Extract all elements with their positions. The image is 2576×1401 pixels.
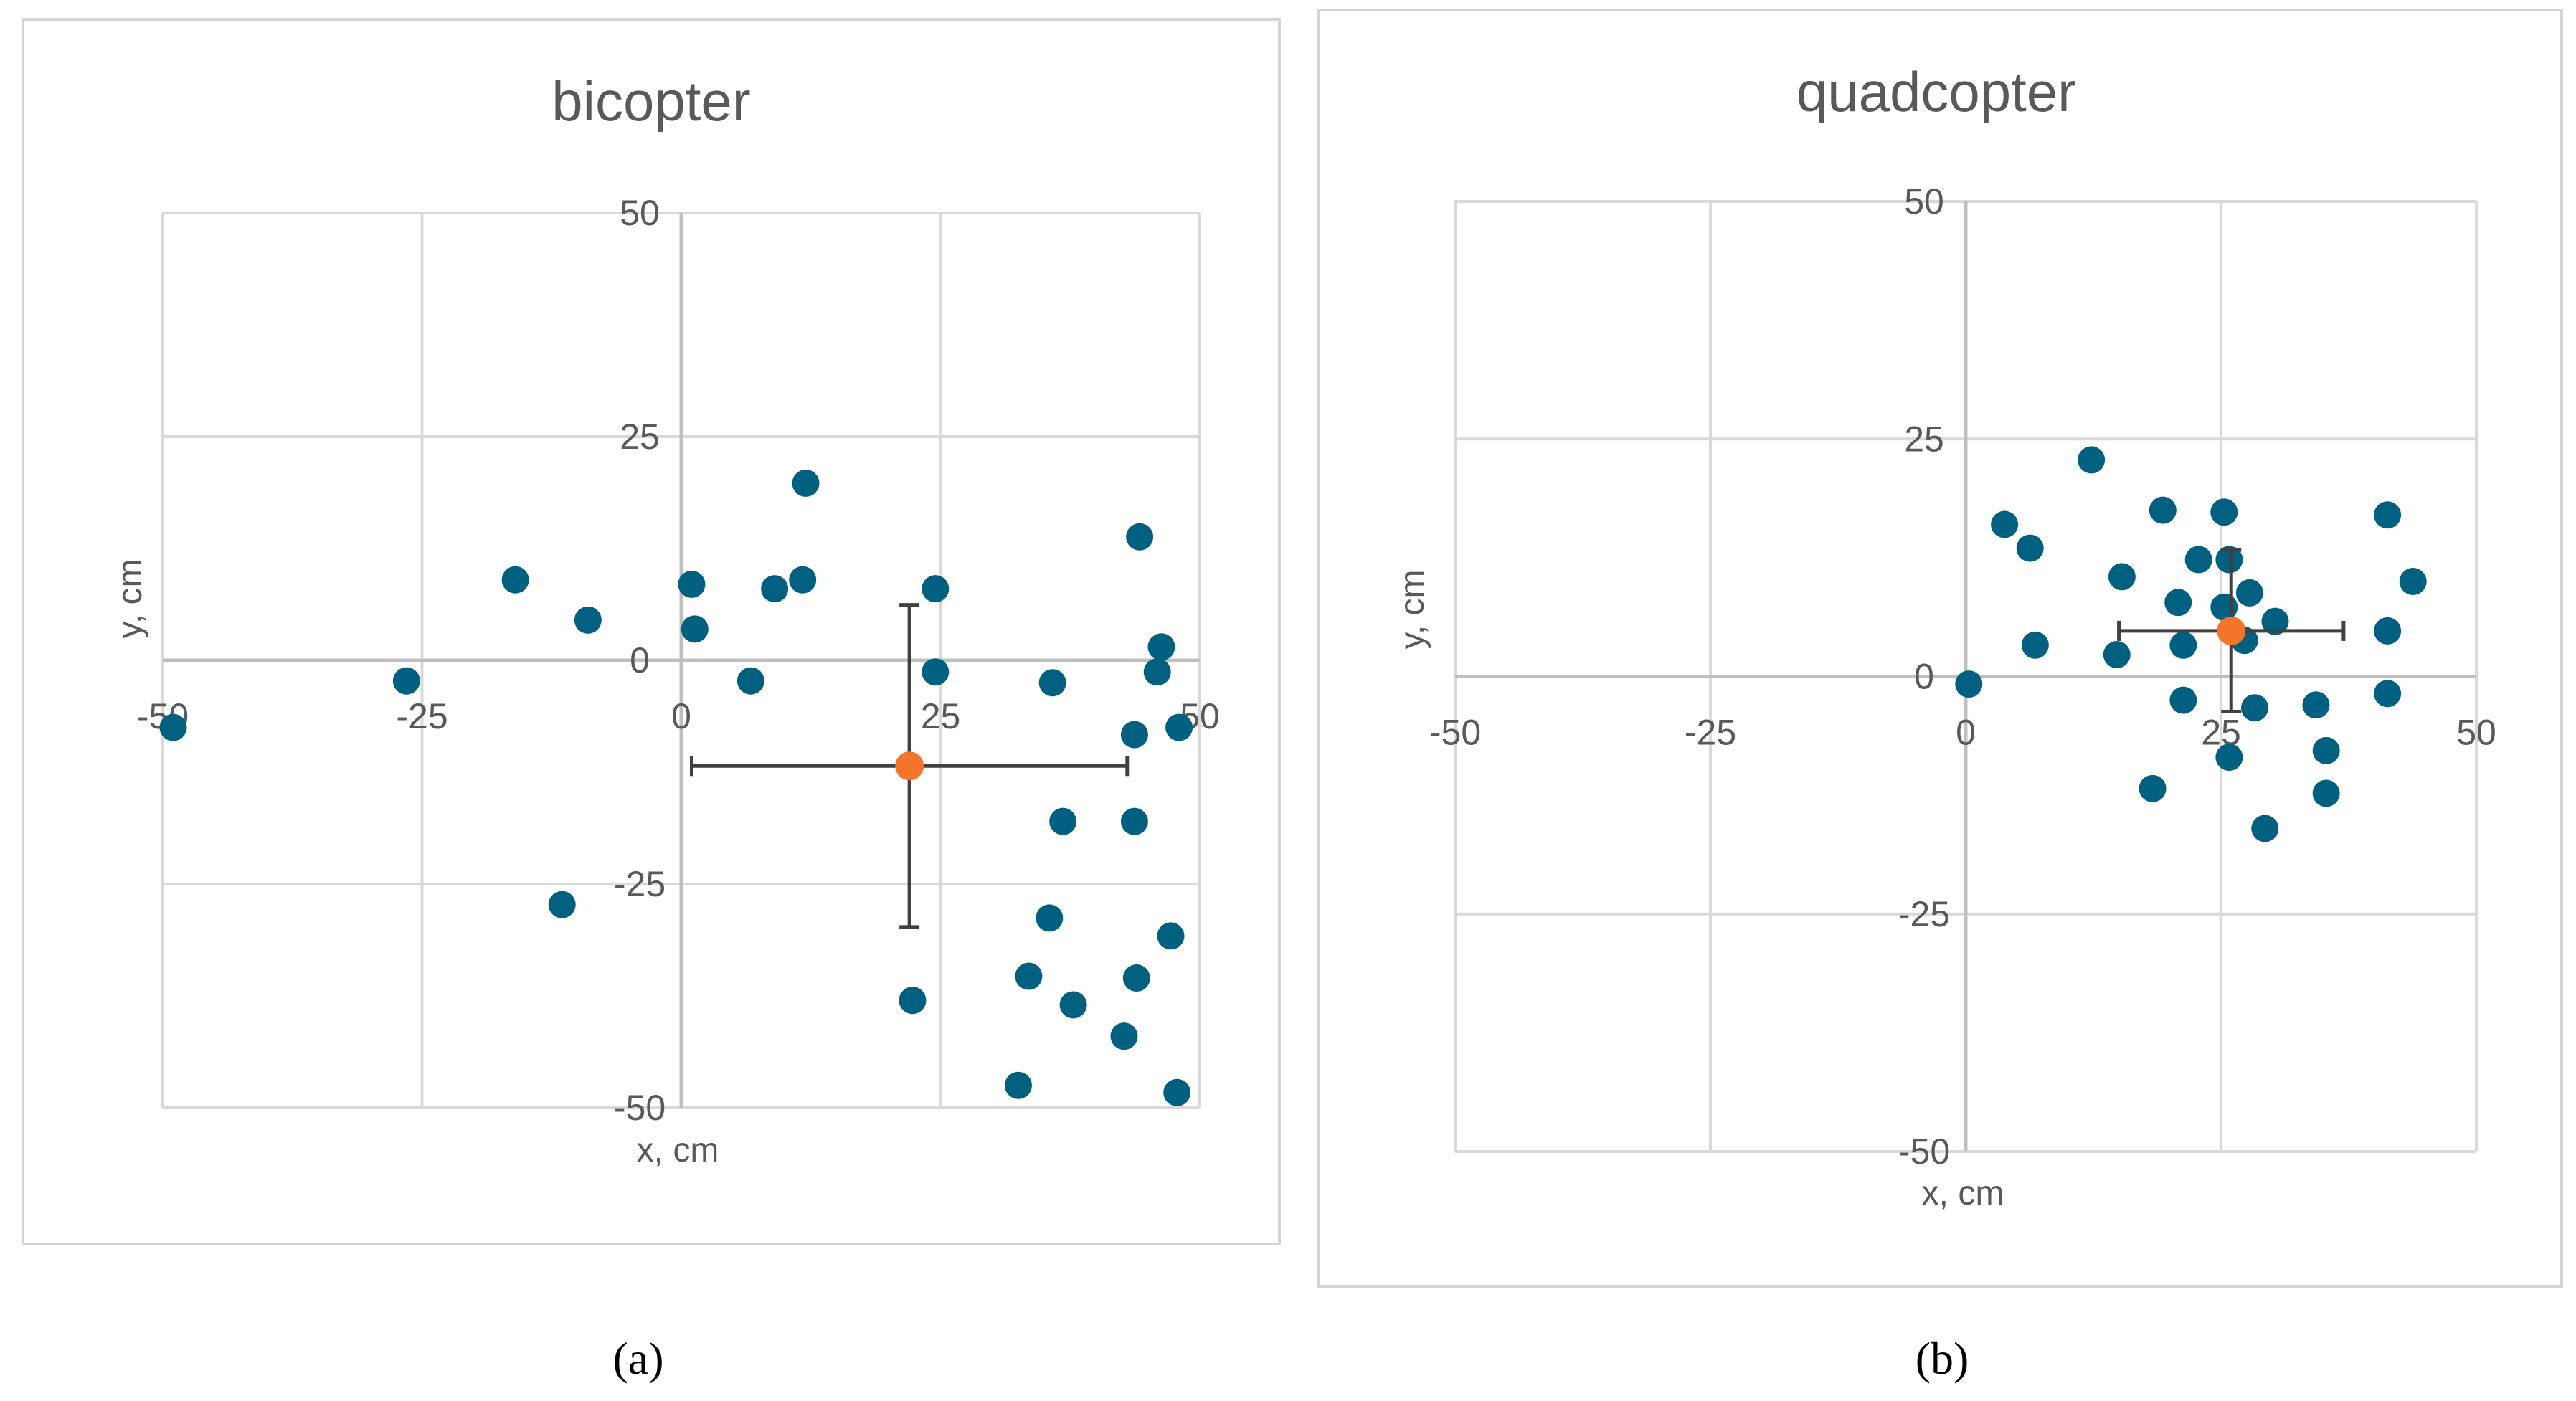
data-point-a-7 <box>737 667 764 695</box>
data-point-a-16 <box>1036 904 1064 932</box>
data-point-b-8 <box>2149 496 2177 524</box>
data-point-b-11 <box>2169 631 2197 659</box>
data-point-a-5 <box>678 570 706 598</box>
data-point-a-9 <box>789 566 817 594</box>
data-point-b-24 <box>2312 779 2340 807</box>
data-point-a-15 <box>1015 962 1043 990</box>
data-point-b-9 <box>2164 589 2192 617</box>
data-point-b-21 <box>2261 607 2289 635</box>
y-tick-label-b-3: 25 <box>1904 419 1944 459</box>
y-tick-label-b-1: -25 <box>1898 894 1950 934</box>
data-point-a-4 <box>574 606 602 634</box>
data-point-b-3 <box>2021 631 2049 659</box>
data-point-a-14 <box>1004 1071 1032 1099</box>
x-axis-label-a: x, cm <box>637 1131 719 1169</box>
x-tick-label-a-2: 0 <box>671 696 691 736</box>
data-point-a-3 <box>548 891 576 918</box>
data-point-a-25 <box>1143 658 1171 686</box>
x-tick-label-b-0: -50 <box>1429 713 1481 753</box>
y-tick-label-a-2: 0 <box>630 640 650 680</box>
data-point-b-18 <box>2235 579 2263 607</box>
data-point-b-26 <box>2374 617 2402 645</box>
y-tick-label-b-0: -50 <box>1898 1131 1950 1172</box>
data-point-a-1 <box>392 667 420 695</box>
data-point-b-12 <box>2184 546 2212 574</box>
panel-label-a: (a) <box>612 1333 663 1384</box>
data-point-b-19 <box>2240 694 2268 722</box>
y-tick-label-a-3: 25 <box>620 417 660 457</box>
data-point-a-11 <box>899 987 927 1015</box>
data-point-a-17 <box>1038 669 1066 697</box>
data-point-b-10 <box>2169 686 2197 714</box>
x-tick-label-b-2: 0 <box>1956 713 1976 753</box>
data-point-b-6 <box>2108 563 2136 591</box>
y-axis-label-b: y, cm <box>1393 569 1431 649</box>
x-tick-label-b-1: -25 <box>1685 713 1736 753</box>
data-point-a-10 <box>792 469 820 497</box>
data-point-a-24 <box>1126 523 1154 551</box>
x-tick-label-a-1: -25 <box>396 696 448 736</box>
y-axis-label-a: y, cm <box>111 559 149 638</box>
panel-label-b: (b) <box>1916 1333 1969 1384</box>
mean-point-b <box>2217 616 2246 645</box>
y-tick-label-b-4: 50 <box>1904 181 1944 222</box>
x-tick-label-a-3: 25 <box>921 696 961 736</box>
data-point-a-20 <box>1110 1022 1138 1050</box>
data-point-a-22 <box>1120 721 1148 749</box>
data-point-b-20 <box>2251 815 2279 842</box>
data-point-b-27 <box>2374 680 2402 708</box>
y-tick-label-a-0: -50 <box>614 1088 666 1128</box>
chart-title-a: bicopter <box>551 70 751 133</box>
data-point-b-1 <box>1991 510 2019 538</box>
data-point-b-22 <box>2302 691 2330 719</box>
data-point-b-14 <box>2210 498 2238 526</box>
data-point-a-8 <box>761 575 789 603</box>
data-point-a-29 <box>1165 713 1193 741</box>
chart-frame-b <box>1317 9 2563 1288</box>
data-point-b-7 <box>2139 774 2167 802</box>
x-tick-label-b-4: 50 <box>2456 713 2496 753</box>
y-tick-label-a-1: -25 <box>614 864 666 904</box>
data-point-a-21 <box>1120 807 1148 835</box>
x-axis-label-b: x, cm <box>1922 1174 2004 1212</box>
data-point-b-13 <box>2210 593 2238 621</box>
chart-title-b: quadcopter <box>1796 60 2076 123</box>
data-point-a-19 <box>1059 991 1087 1019</box>
data-point-a-0 <box>159 713 187 741</box>
data-point-a-6 <box>681 615 709 643</box>
data-point-a-18 <box>1049 807 1077 835</box>
data-point-a-23 <box>1122 964 1150 992</box>
chart-frame-a <box>22 18 1281 1245</box>
data-point-a-13 <box>922 658 950 686</box>
data-point-b-2 <box>2016 534 2044 562</box>
data-point-b-15 <box>2215 546 2243 574</box>
data-point-a-2 <box>501 566 529 594</box>
data-point-b-5 <box>2103 641 2131 669</box>
data-point-b-28 <box>2399 568 2427 595</box>
data-point-b-0 <box>1955 670 1983 698</box>
mean-point-a <box>895 751 924 781</box>
data-point-a-12 <box>922 575 950 603</box>
data-point-b-16 <box>2215 744 2243 771</box>
data-point-b-25 <box>2374 501 2402 529</box>
data-point-b-23 <box>2312 736 2340 764</box>
data-point-a-26 <box>1147 633 1175 661</box>
y-tick-label-b-2: 0 <box>1914 657 1934 697</box>
data-point-a-28 <box>1163 1078 1191 1106</box>
data-point-b-4 <box>2078 446 2106 474</box>
data-point-a-27 <box>1157 922 1185 950</box>
y-tick-label-a-4: 50 <box>620 193 660 233</box>
